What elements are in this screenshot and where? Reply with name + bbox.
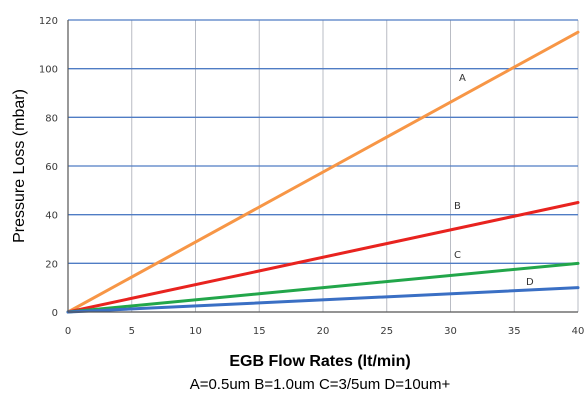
y-tick-labels: 0 20 40 60 80 100 120 xyxy=(39,16,58,319)
axes xyxy=(67,20,578,313)
x-tick-label: 25 xyxy=(380,326,393,337)
x-tick-label: 5 xyxy=(129,326,135,337)
x-axis-title: EGB Flow Rates (lt/min) xyxy=(229,353,410,370)
y-tick-label: 60 xyxy=(45,162,58,173)
series-line-c xyxy=(66,261,580,314)
series-labels: A B C D xyxy=(454,73,534,288)
series-label-b: B xyxy=(454,201,461,212)
x-tick-label: 0 xyxy=(65,326,71,337)
series-line-d xyxy=(66,286,580,314)
series-lines xyxy=(66,30,580,314)
y-tick-label: 120 xyxy=(39,16,58,27)
x-tick-label: 35 xyxy=(508,326,521,337)
y-tick-label: 40 xyxy=(45,211,58,222)
x-tick-label: 10 xyxy=(189,326,202,337)
series-label-a: A xyxy=(459,73,466,84)
x-tick-label: 40 xyxy=(572,326,585,337)
y-axis-title: Pressure Loss (mbar) xyxy=(11,89,28,243)
series-label-c: C xyxy=(454,250,461,261)
x-tick-labels: 0 5 10 15 20 25 30 35 40 xyxy=(65,326,585,337)
y-tick-label: 100 xyxy=(39,65,58,76)
x-tick-label: 30 xyxy=(444,326,457,337)
y-tick-label: 80 xyxy=(45,113,58,124)
series-line-a xyxy=(66,30,580,314)
grid xyxy=(68,19,579,312)
x-tick-label: 20 xyxy=(317,326,330,337)
x-tick-label: 15 xyxy=(253,326,266,337)
y-tick-label: 0 xyxy=(52,308,58,319)
chart-caption: A=0.5um B=1.0um C=3/5um D=10um+ xyxy=(190,376,451,393)
series-label-d: D xyxy=(526,277,534,288)
series-line-b xyxy=(66,201,580,314)
y-tick-label: 20 xyxy=(45,259,58,270)
